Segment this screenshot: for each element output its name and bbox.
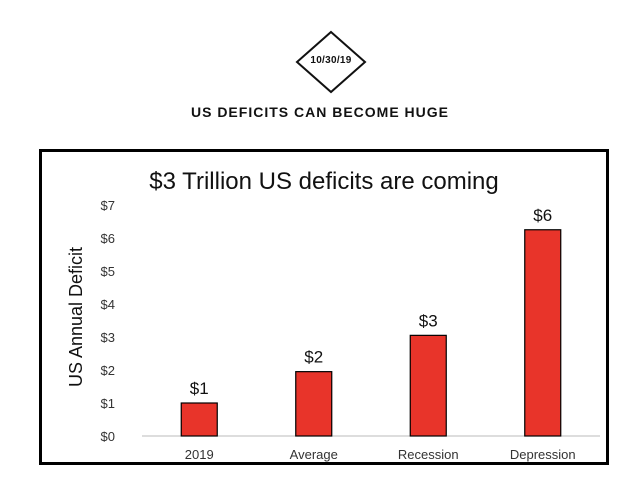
x-tick-label: Depression bbox=[510, 447, 576, 462]
bar bbox=[295, 371, 333, 437]
data-label: $6 bbox=[533, 206, 552, 225]
y-tick-label: $4 bbox=[101, 297, 115, 312]
date-badge: 10/30/19 bbox=[295, 30, 367, 94]
y-tick-label: $7 bbox=[101, 198, 115, 213]
bar bbox=[409, 334, 447, 437]
chart-frame: $3 Trillion US deficits are coming US Ann… bbox=[39, 149, 609, 465]
bar-chart: $3 Trillion US deficits are coming US Ann… bbox=[66, 168, 600, 462]
y-tick-label: $2 bbox=[101, 363, 115, 378]
y-axis-label: US Annual Deficit bbox=[66, 247, 86, 387]
x-tick-label: Average bbox=[290, 447, 338, 462]
y-tick-label: $3 bbox=[101, 330, 115, 345]
y-tick-label: $5 bbox=[101, 264, 115, 279]
chart-title: $3 Trillion US deficits are coming bbox=[149, 168, 498, 195]
data-label: $3 bbox=[419, 311, 438, 330]
diamond-icon bbox=[295, 30, 367, 94]
post-date: 10/30/19 bbox=[310, 55, 352, 66]
data-label: $1 bbox=[190, 379, 209, 398]
x-tick-label: 2019 bbox=[185, 447, 214, 462]
y-tick-label: $0 bbox=[101, 429, 115, 444]
y-tick-label: $6 bbox=[101, 231, 115, 246]
y-tick-label: $1 bbox=[101, 396, 115, 411]
x-tick-label: Recession bbox=[398, 447, 459, 462]
post-title: US DEFICITS CAN BECOME HUGE bbox=[190, 104, 449, 120]
bar bbox=[180, 402, 218, 437]
bar bbox=[524, 229, 562, 437]
data-label: $2 bbox=[304, 348, 323, 367]
